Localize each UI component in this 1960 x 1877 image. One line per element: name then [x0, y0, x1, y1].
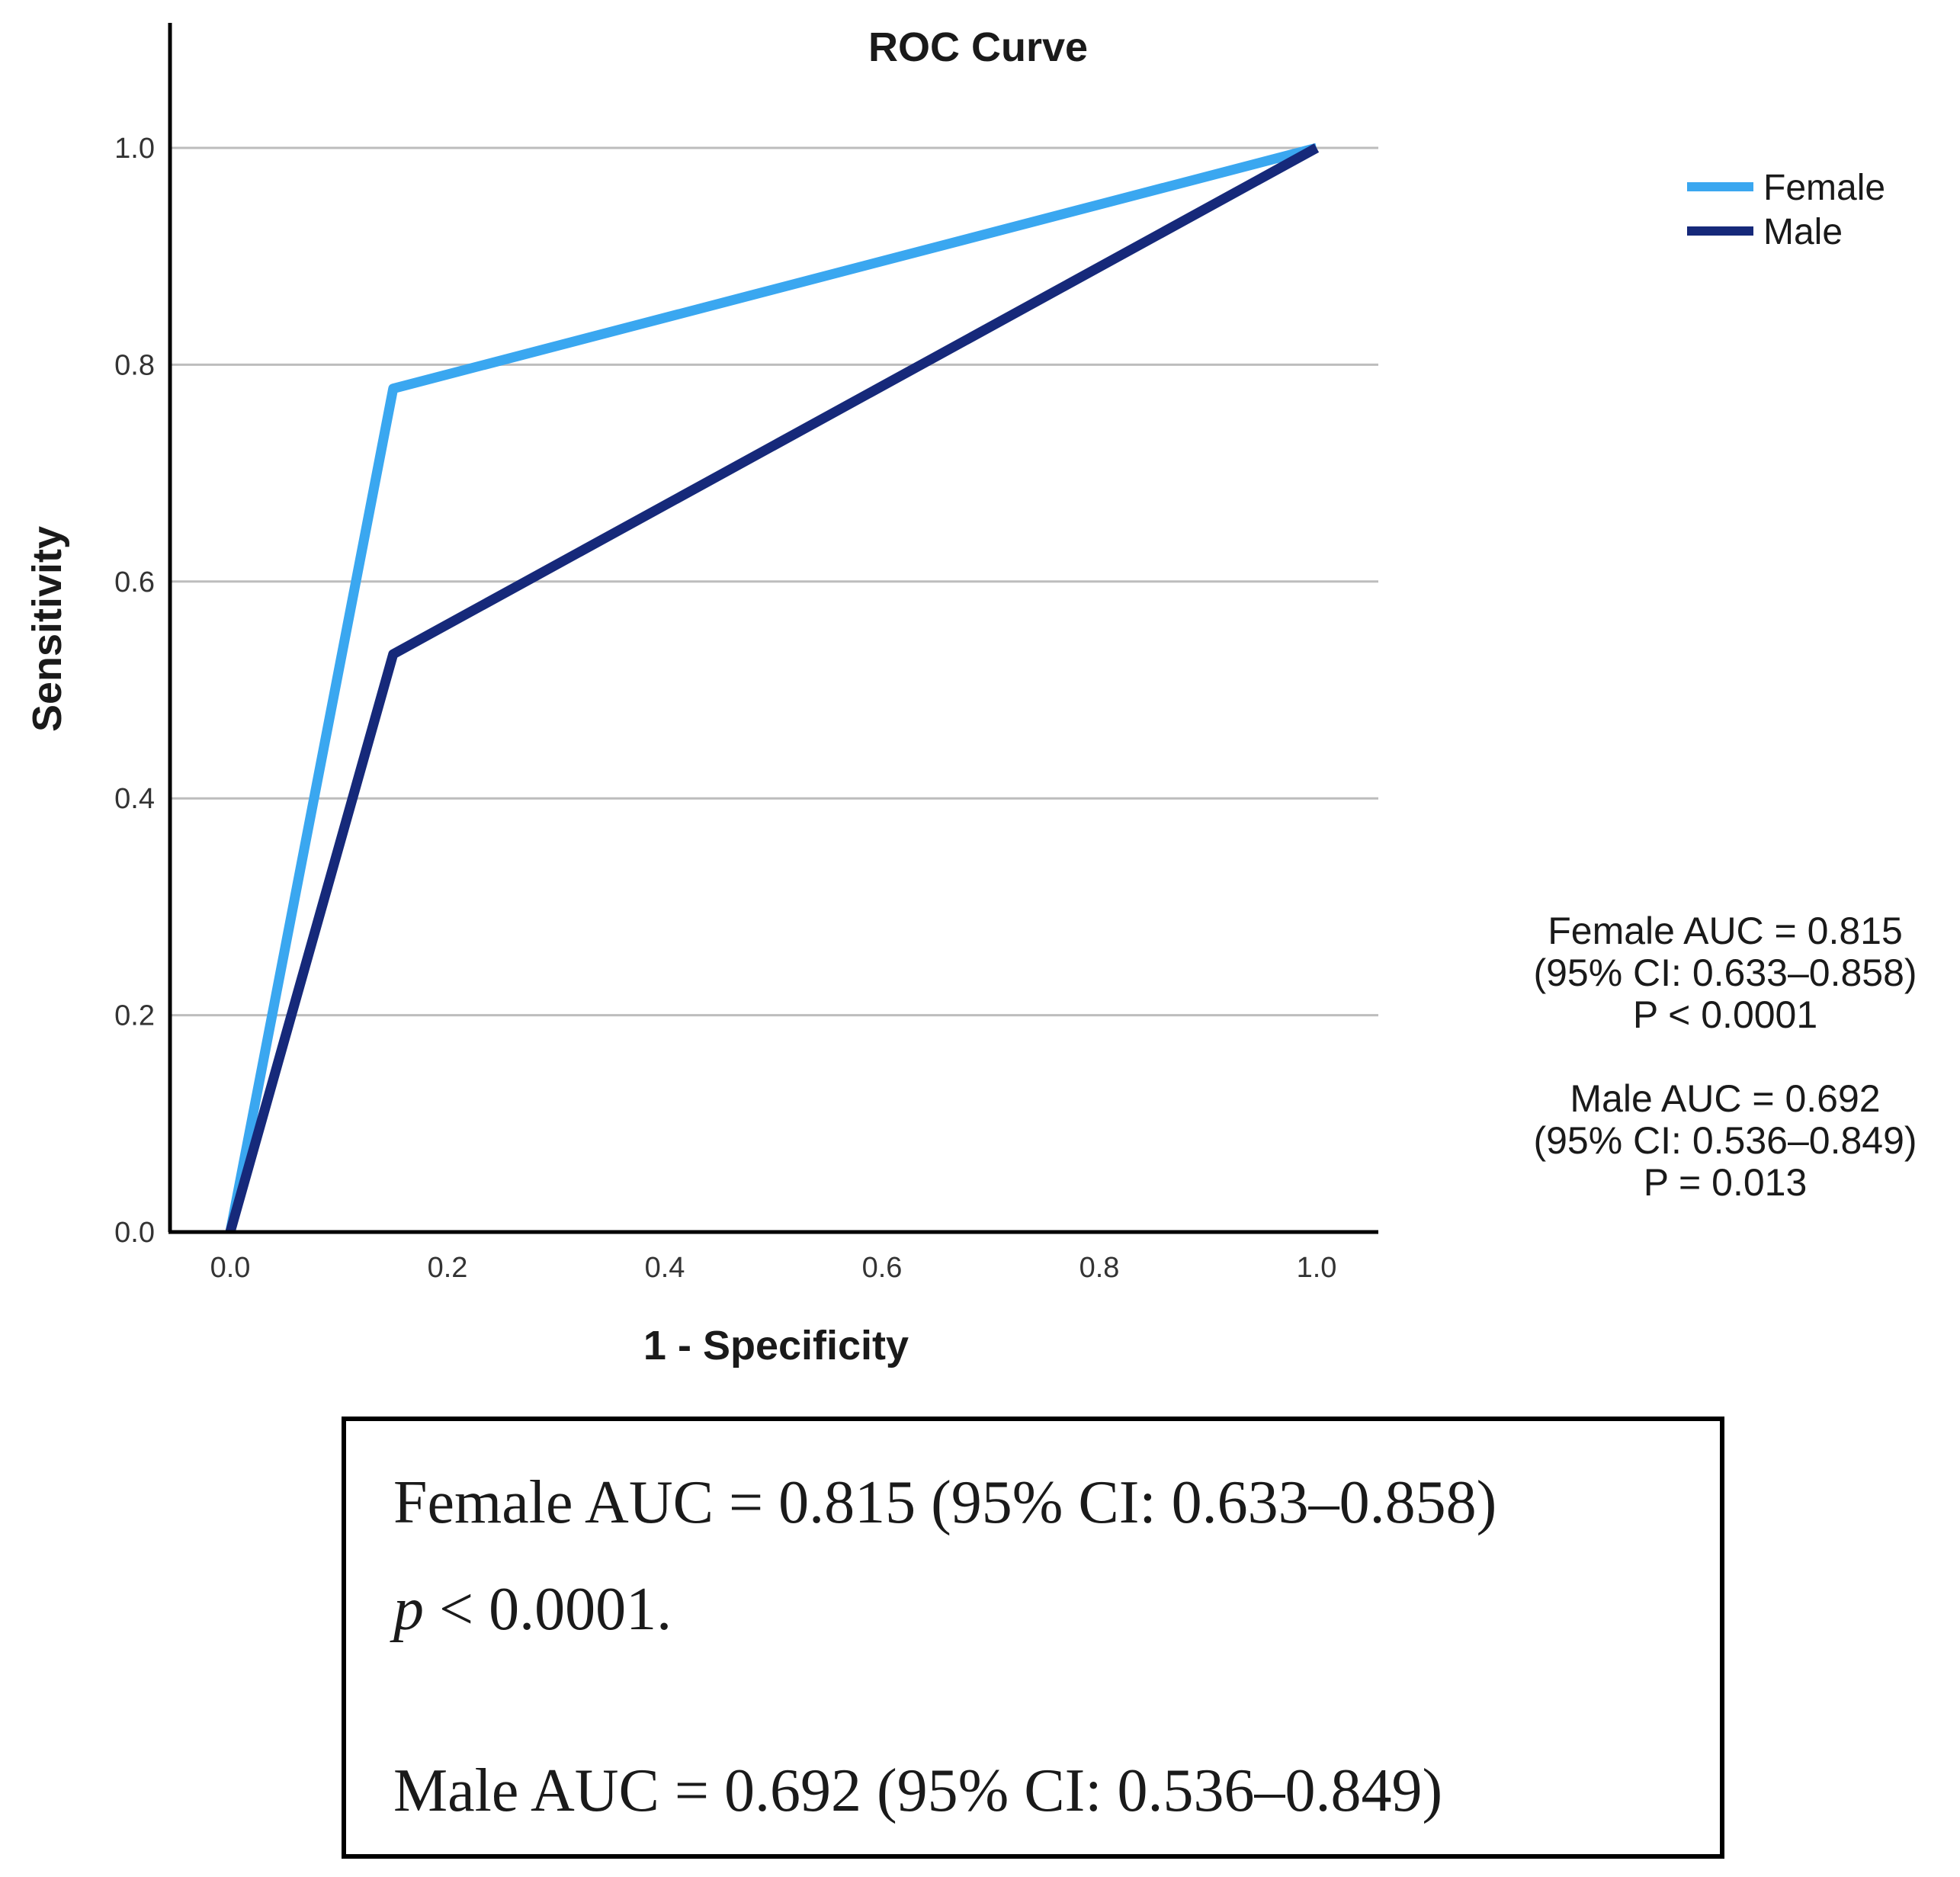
x-tick-label-2: 0.4	[645, 1252, 685, 1284]
gridlines	[170, 146, 1378, 1017]
annotation-female: Female AUC = 0.815 (95% CI: 0.633–0.858)…	[1533, 910, 1917, 1036]
legend-label-female: Female	[1763, 168, 1885, 208]
annotation-female-ci: (95% CI: 0.633–0.858)	[1533, 951, 1917, 994]
annotation-female-auc: Female AUC = 0.815	[1548, 910, 1903, 952]
annotation-male-p: P = 0.013	[1644, 1161, 1808, 1204]
notes-box: Female AUC = 0.815 (95% CI: 0.633–0.858)…	[342, 1417, 1724, 1859]
x-tick-label-3: 0.6	[862, 1252, 903, 1284]
annotation-male-ci: (95% CI: 0.536–0.849)	[1533, 1119, 1917, 1162]
y-axis-label: Sensitivity	[24, 526, 70, 732]
note-p-symbol: p	[393, 1576, 424, 1643]
x-tick-label-5: 1.0	[1297, 1252, 1337, 1284]
note-female-auc: Female AUC = 0.815 (95% CI: 0.633–0.858)	[393, 1469, 1497, 1536]
note-male-auc: Male AUC = 0.692 (95% CI: 0.536–0.849)	[393, 1757, 1443, 1824]
annotation-female-p: P < 0.0001	[1633, 993, 1817, 1036]
annotation-male: Male AUC = 0.692 (95% CI: 0.536–0.849) P…	[1533, 1077, 1917, 1204]
y-tick-label-2: 0.4	[114, 783, 155, 815]
series-line-male	[225, 143, 1320, 1234]
axes	[168, 23, 1378, 1234]
x-axis-label: 1 - Specificity	[643, 1323, 909, 1368]
y-tick-label-5: 1.0	[114, 133, 155, 165]
tick-labels: 0.0 0.2 0.4 0.6 0.8 1.0 0.0 0.2 0.4 0.6 0.8 1.0	[114, 133, 1336, 1284]
legend-label-male: Male	[1763, 212, 1843, 252]
series-lines	[225, 143, 1320, 1234]
x-tick-label-0: 0.0	[210, 1252, 251, 1284]
y-tick-label-1: 0.2	[114, 1000, 155, 1032]
note-p-number: < 0.0001.	[424, 1576, 672, 1643]
annotation-male-auc: Male AUC = 0.692	[1570, 1077, 1880, 1120]
chart-title: ROC Curve	[868, 24, 1088, 70]
x-tick-label-4: 0.8	[1079, 1252, 1120, 1284]
y-tick-label-4: 0.8	[114, 349, 155, 381]
note-p-value: p < 0.0001.	[393, 1575, 672, 1644]
y-tick-label-0: 0.0	[114, 1217, 155, 1249]
x-tick-label-1: 0.2	[428, 1252, 468, 1284]
series-line-female	[225, 143, 1318, 1234]
y-tick-label-3: 0.6	[114, 566, 155, 598]
